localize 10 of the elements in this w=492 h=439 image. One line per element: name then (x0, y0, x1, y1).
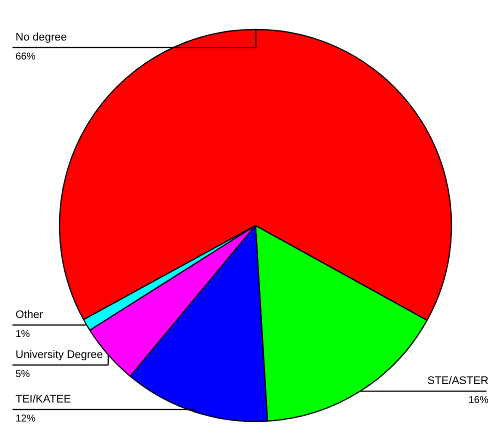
slice-label: TEI/KATEE (16, 394, 71, 406)
data-label: 66% (16, 52, 36, 62)
slice-label: STE/ASTER (427, 375, 489, 388)
data-label: 5% (16, 368, 30, 380)
slice-label: No degree (16, 32, 67, 44)
data-label: 12% (16, 414, 36, 424)
legend-label: University Degree (16, 348, 103, 361)
slice-label: Other (16, 308, 44, 321)
data-label: 16% (468, 395, 489, 406)
data-label: 1% (16, 328, 30, 340)
